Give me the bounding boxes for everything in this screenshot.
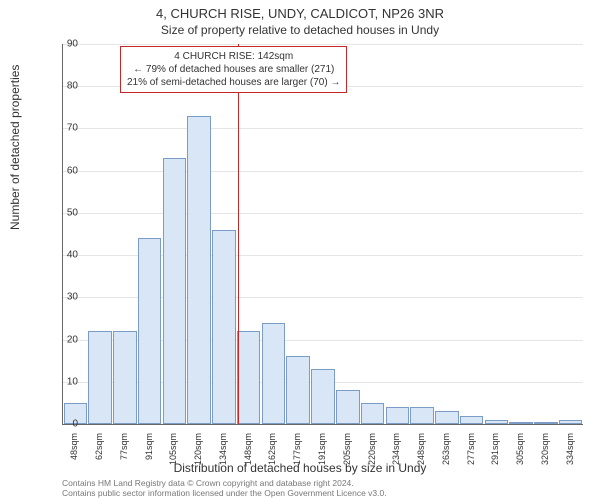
- histogram-bar: [336, 390, 360, 424]
- y-axis-label: Number of detached properties: [8, 65, 22, 230]
- gridline: [63, 213, 583, 214]
- xtick-label: 105sqm: [168, 433, 178, 481]
- ytick-label: 10: [48, 376, 78, 387]
- xtick-label: 263sqm: [441, 433, 451, 481]
- marker-line: [238, 44, 239, 424]
- histogram-bar: [286, 356, 310, 424]
- chart-title-main: 4, CHURCH RISE, UNDY, CALDICOT, NP26 3NR: [0, 6, 600, 21]
- ytick-label: 70: [48, 123, 78, 134]
- histogram-bar: [435, 411, 459, 424]
- annotation-line: 4 CHURCH RISE: 142sqm: [127, 50, 340, 63]
- xtick-label: 191sqm: [317, 433, 327, 481]
- histogram-bar: [534, 422, 558, 424]
- chart-container: 4, CHURCH RISE, UNDY, CALDICOT, NP26 3NR…: [0, 0, 600, 500]
- histogram-bar: [212, 230, 236, 424]
- xtick-label: 234sqm: [391, 433, 401, 481]
- xtick-label: 277sqm: [466, 433, 476, 481]
- histogram-bar: [361, 403, 385, 424]
- annotation-box: 4 CHURCH RISE: 142sqm ← 79% of detached …: [120, 46, 347, 93]
- xtick-label: 48sqm: [69, 433, 79, 481]
- histogram-bar: [509, 422, 533, 424]
- histogram-bar: [138, 238, 162, 424]
- histogram-bar: [113, 331, 137, 424]
- gridline: [63, 44, 583, 45]
- xtick-label: 220sqm: [367, 433, 377, 481]
- plot-area: [62, 44, 583, 425]
- histogram-bar: [262, 323, 286, 424]
- ytick-label: 60: [48, 165, 78, 176]
- xtick-label: 134sqm: [218, 433, 228, 481]
- xtick-label: 248sqm: [416, 433, 426, 481]
- xtick-label: 291sqm: [490, 433, 500, 481]
- histogram-bar: [237, 331, 261, 424]
- ytick-label: 90: [48, 39, 78, 50]
- histogram-bar: [485, 420, 509, 424]
- gridline: [63, 171, 583, 172]
- annotation-line: ← 79% of detached houses are smaller (27…: [127, 63, 340, 76]
- xtick-label: 205sqm: [342, 433, 352, 481]
- xtick-label: 148sqm: [243, 433, 253, 481]
- histogram-bar: [460, 416, 484, 424]
- xtick-label: 91sqm: [144, 433, 154, 481]
- histogram-bar: [163, 158, 187, 424]
- xtick-label: 162sqm: [267, 433, 277, 481]
- histogram-bar: [187, 116, 211, 424]
- xtick-label: 77sqm: [119, 433, 129, 481]
- xtick-label: 62sqm: [94, 433, 104, 481]
- ytick-label: 40: [48, 250, 78, 261]
- chart-title-sub: Size of property relative to detached ho…: [0, 23, 600, 37]
- xtick-label: 334sqm: [565, 433, 575, 481]
- gridline: [63, 128, 583, 129]
- annotation-line: 21% of semi-detached houses are larger (…: [127, 76, 340, 89]
- histogram-bar: [311, 369, 335, 424]
- ytick-label: 20: [48, 334, 78, 345]
- histogram-bar: [410, 407, 434, 424]
- ytick-label: 0: [48, 419, 78, 430]
- footer-line: Contains public sector information licen…: [62, 488, 387, 498]
- xtick-label: 305sqm: [515, 433, 525, 481]
- xtick-label: 320sqm: [540, 433, 550, 481]
- xtick-label: 120sqm: [193, 433, 203, 481]
- ytick-label: 50: [48, 207, 78, 218]
- histogram-bar: [559, 420, 583, 424]
- ytick-label: 80: [48, 81, 78, 92]
- histogram-bar: [88, 331, 112, 424]
- xtick-label: 177sqm: [292, 433, 302, 481]
- histogram-bar: [386, 407, 410, 424]
- ytick-label: 30: [48, 292, 78, 303]
